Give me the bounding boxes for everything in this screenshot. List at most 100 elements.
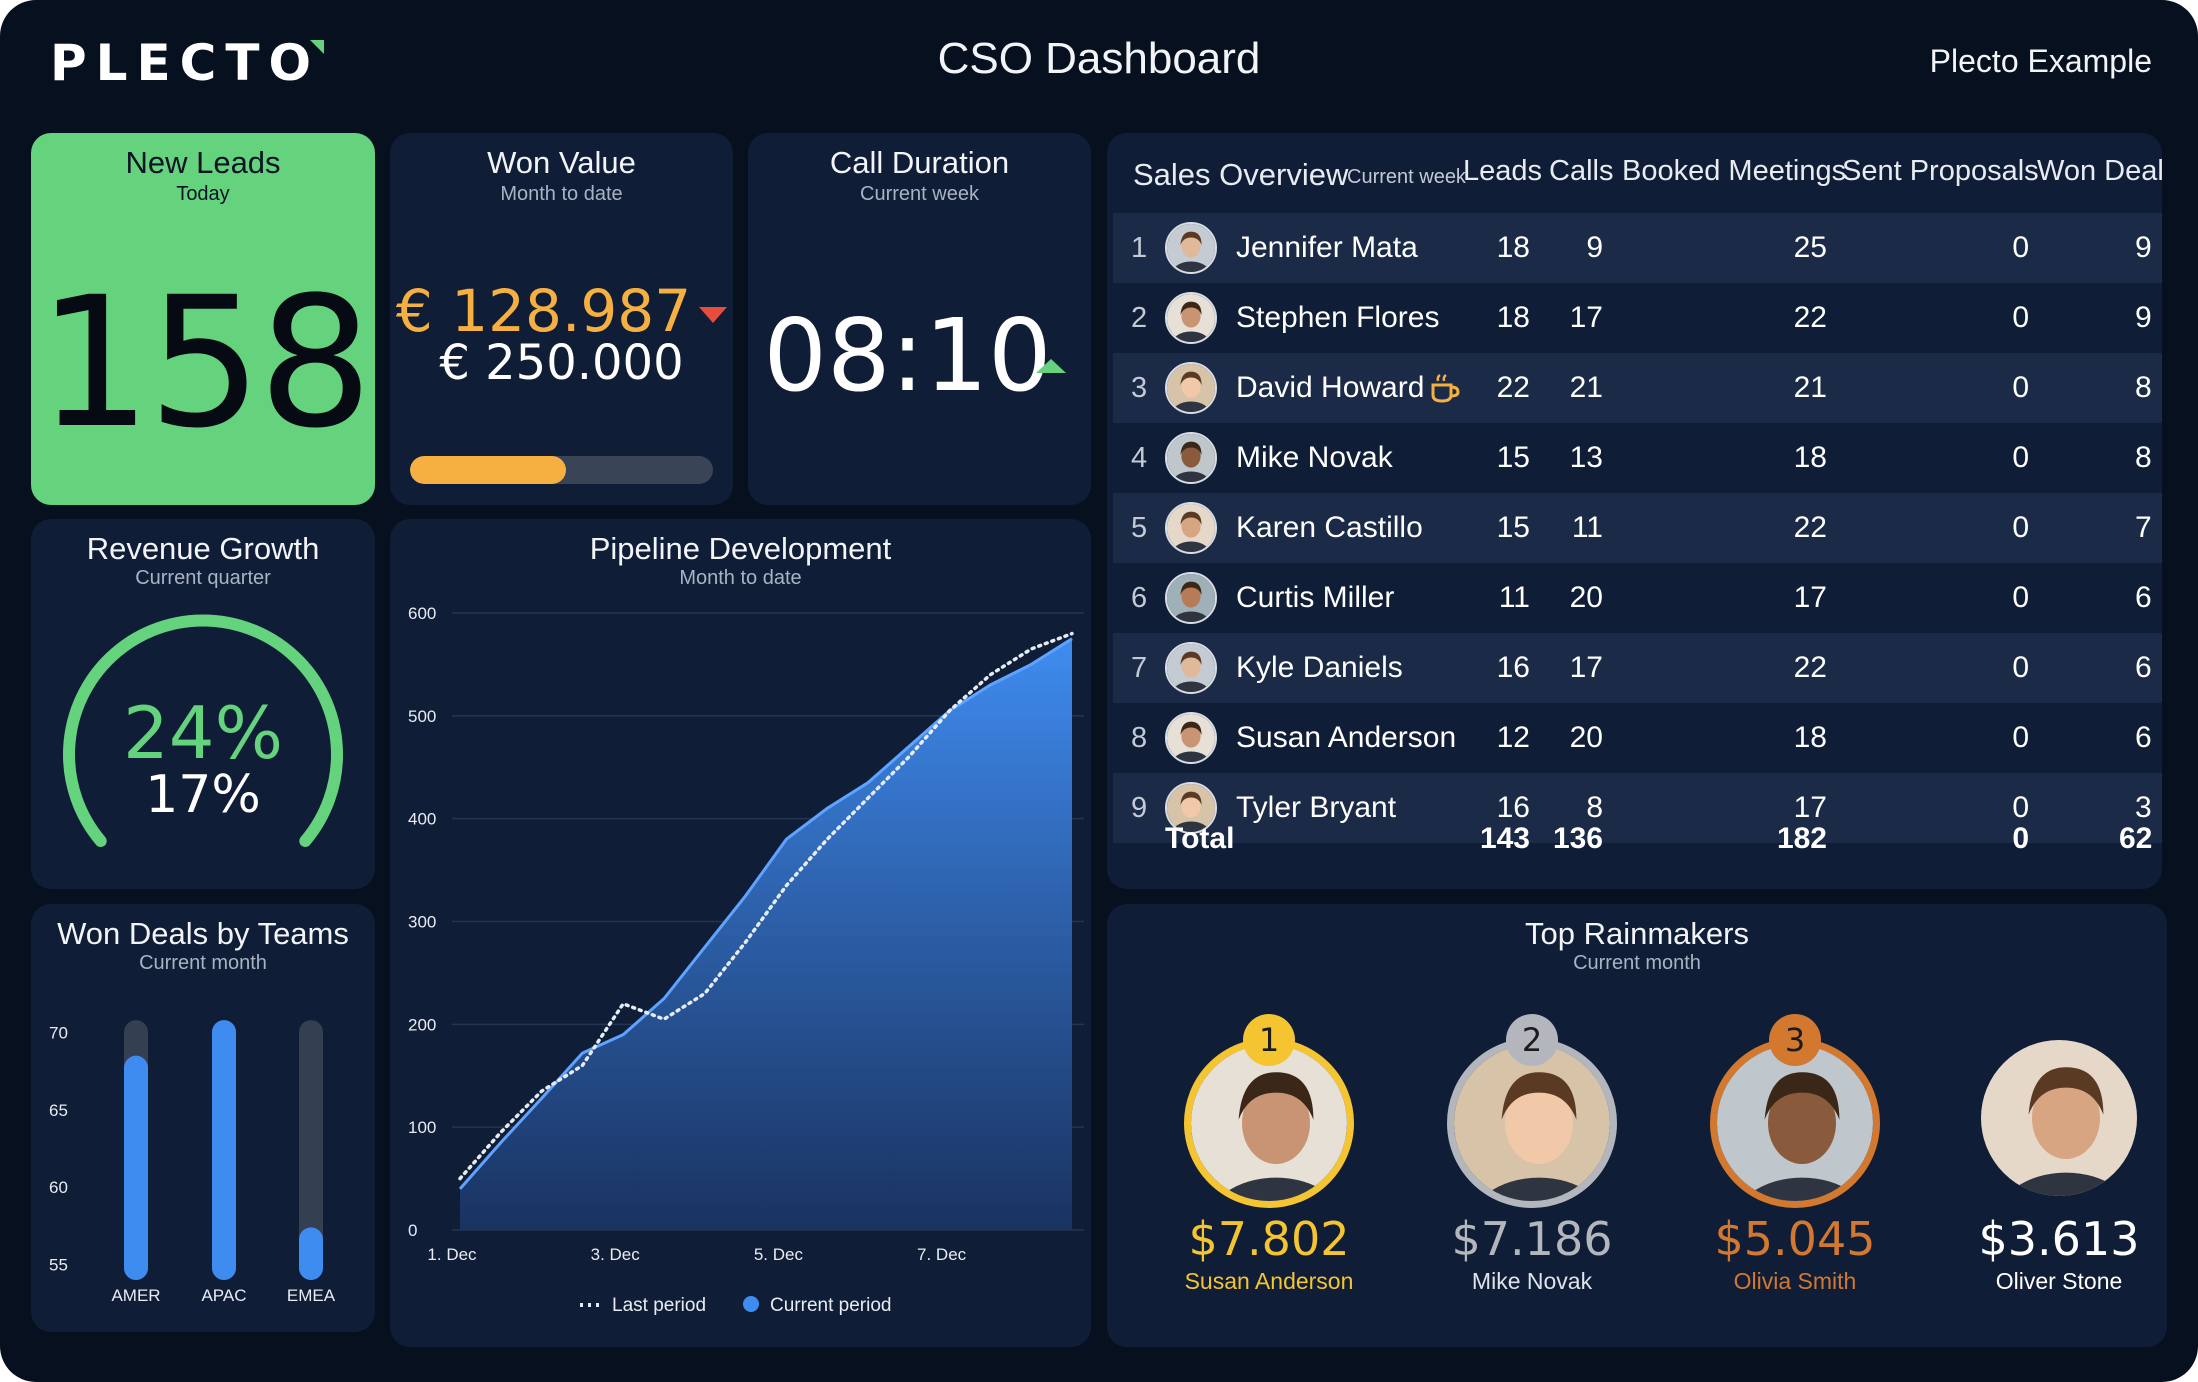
- legend-dot-icon: [743, 1296, 759, 1312]
- new-leads-card[interactable]: New Leads Today 158: [31, 133, 375, 505]
- bar-emea: [299, 1227, 323, 1280]
- top-rainmakers-card[interactable]: Top Rainmakers Current month 1 $7.802 Susa…: [1107, 904, 2167, 1347]
- rank-badge: 1: [1243, 1014, 1295, 1066]
- row-name: David Howard: [1236, 371, 1425, 404]
- table-row[interactable]: 5 Karen Castillo 15 11 22 0 7: [1113, 493, 2162, 563]
- total-won: 62: [2119, 822, 2153, 855]
- row-rank: 5: [1131, 512, 1148, 544]
- row-calls: 13: [1569, 441, 1603, 474]
- row-calls: 20: [1569, 581, 1603, 614]
- y-tick-label: 65: [49, 1101, 68, 1120]
- row-proposals: 0: [2012, 721, 2029, 754]
- gauge-arc: [63, 614, 343, 847]
- row-meetings: 22: [1793, 511, 1827, 544]
- pipeline-card[interactable]: Pipeline Development Month to date 600 50…: [390, 519, 1091, 1347]
- dashboard-title: CSO Dashboard: [937, 34, 1261, 83]
- column-header[interactable]: Sent Proposals: [1842, 155, 2039, 187]
- row-meetings: 22: [1793, 651, 1827, 684]
- rainmaker-item[interactable]: 3 $5.045 Olivia Smith: [1675, 984, 1915, 1324]
- y-tick-label: 400: [408, 810, 436, 829]
- new-leads-value: 158: [37, 259, 373, 468]
- revenue-gauge: [63, 614, 343, 847]
- rainmaker-amount: $3.613: [1978, 1212, 2140, 1266]
- avatar: [1165, 642, 1217, 694]
- y-tick-label: 200: [408, 1015, 436, 1034]
- column-header[interactable]: Leads: [1463, 155, 1543, 187]
- table-row[interactable]: 4 Mike Novak 15 13 18 0 8: [1113, 423, 2162, 493]
- rainmaker-name: Olivia Smith: [1733, 1268, 1857, 1294]
- row-meetings: 17: [1793, 581, 1827, 614]
- legend-label: Current period: [770, 1295, 891, 1316]
- account-name[interactable]: Plecto Example: [1929, 43, 2152, 79]
- row-rank: 8: [1131, 722, 1148, 754]
- table-row[interactable]: 3 David Howard 22 21 21 0 8: [1113, 353, 2162, 423]
- row-name: Susan Anderson: [1236, 721, 1457, 754]
- rainmaker-item[interactable]: 1 $7.802 Susan Anderson: [1149, 984, 1389, 1324]
- row-meetings: 18: [1793, 721, 1827, 754]
- series-line-last: [458, 631, 1074, 1181]
- row-won: 9: [2135, 231, 2152, 264]
- card-title: Pipeline Development: [589, 531, 892, 566]
- row-calls: 17: [1569, 301, 1603, 334]
- row-calls: 11: [1571, 511, 1603, 544]
- column-header[interactable]: Calls: [1549, 155, 1614, 187]
- won-deals-chart: 70 65 60 55 AMER APAC EMEA: [49, 1020, 336, 1305]
- column-header[interactable]: Won Deals: [2037, 155, 2162, 187]
- column-header[interactable]: Booked Meetings: [1622, 155, 1847, 187]
- row-leads: 15: [1496, 441, 1530, 474]
- progress-fill: [410, 456, 567, 484]
- avatar: [1165, 362, 1217, 414]
- revenue-growth-value: 24%: [122, 691, 284, 775]
- row-name: Mike Novak: [1236, 441, 1393, 474]
- row-calls: 8: [1586, 791, 1603, 824]
- card-subtitle: Current month: [1573, 952, 1701, 974]
- trend-up-icon: [1036, 359, 1066, 373]
- x-tick-label: EMEA: [287, 1286, 336, 1305]
- won-value-card[interactable]: Won Value Month to date € 128.987 € 250.…: [390, 133, 733, 505]
- row-won: 6: [2135, 651, 2152, 684]
- y-tick-label: 70: [49, 1023, 68, 1042]
- sales-overview-card[interactable]: Sales Overview Current week Leads Calls …: [1107, 133, 2162, 889]
- rainmaker-name: Mike Novak: [1471, 1268, 1593, 1294]
- avatar: [1165, 292, 1217, 344]
- rainmaker-name: Susan Anderson: [1184, 1268, 1354, 1294]
- won-deals-teams-card[interactable]: Won Deals by Teams Current month 70 65 60 5…: [31, 904, 375, 1332]
- table-row[interactable]: 2 Stephen Flores 18 17 22 0 9: [1113, 283, 2162, 353]
- table-row[interactable]: 9 Tyler Bryant 16 8 17 0 3: [1113, 773, 2162, 843]
- row-proposals: 0: [2012, 301, 2029, 334]
- row-calls: 17: [1569, 651, 1603, 684]
- card-title: Top Rainmakers: [1525, 916, 1749, 951]
- call-duration-card[interactable]: Call Duration Current week 08:10: [748, 133, 1091, 505]
- card-subtitle: Current quarter: [135, 567, 271, 589]
- x-tick-label: 1. Dec: [427, 1245, 477, 1264]
- total-label: Total: [1165, 822, 1235, 855]
- card-title: Won Deals by Teams: [57, 916, 349, 951]
- rainmaker-item[interactable]: 2 $7.186 Mike Novak: [1412, 984, 1652, 1324]
- x-tick-label: 3. Dec: [591, 1245, 641, 1264]
- y-tick-label: 0: [408, 1221, 417, 1240]
- avatar: [1165, 502, 1217, 554]
- row-proposals: 0: [2012, 371, 2029, 404]
- table-row[interactable]: 7 Kyle Daniels 16 17 22 0 6: [1113, 633, 2162, 703]
- total-leads: 143: [1479, 822, 1530, 855]
- row-proposals: 0: [2012, 791, 2029, 824]
- table-row[interactable]: 1 Jennifer Mata 18 9 25 0 9: [1113, 213, 2162, 283]
- plecto-logo[interactable]: PLECTO: [50, 34, 324, 92]
- row-leads: 15: [1496, 511, 1530, 544]
- rainmaker-item[interactable]: $3.613 Oliver Stone: [1939, 984, 2167, 1324]
- card-title: New Leads: [125, 145, 281, 180]
- y-tick-label: 500: [408, 707, 436, 726]
- table-subtitle: Current week: [1347, 166, 1466, 188]
- table-row[interactable]: 8 Susan Anderson 12 20 18 0 6: [1113, 703, 2162, 773]
- card-subtitle: Today: [176, 183, 230, 205]
- revenue-growth-card[interactable]: Revenue Growth Current quarter 24% 17%: [31, 519, 375, 889]
- bar-amer: [124, 1055, 148, 1280]
- table-row[interactable]: 6 Curtis Miller 11 20 17 0 6: [1113, 563, 2162, 633]
- bar-track: [299, 1020, 323, 1280]
- avatar: [1165, 782, 1217, 834]
- legend-label: Last period: [612, 1295, 706, 1316]
- logo-accent-icon: [309, 40, 324, 54]
- bar-apac: [212, 1020, 236, 1280]
- row-leads: 18: [1496, 231, 1530, 264]
- row-meetings: 25: [1793, 231, 1827, 264]
